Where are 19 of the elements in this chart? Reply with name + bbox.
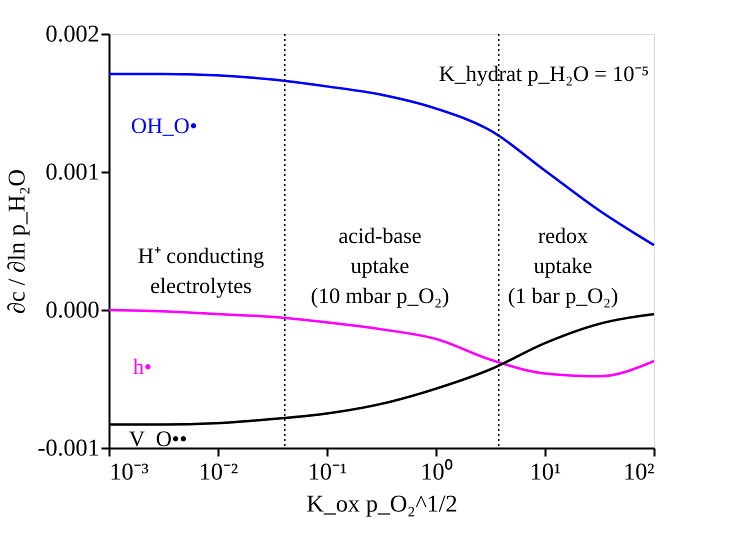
line-series <box>108 308 656 378</box>
x-axis-title: K_ox p_O₂^1/2 <box>306 492 458 518</box>
series-label: OH_O• <box>131 113 198 138</box>
x-tick-label: 10⁻³ <box>110 460 149 486</box>
x-tick-label: 10⁰ <box>420 458 452 486</box>
y-tick-label: 0.000 <box>46 298 100 324</box>
annotation: H⁺ conducting electrolytes <box>138 243 264 298</box>
y-tick-label: -0.001 <box>38 436 100 462</box>
y-tick-label: 0.002 <box>46 22 100 48</box>
x-tick-label: 10⁻² <box>198 460 238 486</box>
x-tick-label: 10¹ <box>530 460 562 486</box>
y-tick-label: 0.001 <box>46 160 100 186</box>
series-label: h• <box>133 354 152 379</box>
annotation: redox uptake (1 bar p_O₂) <box>508 223 618 308</box>
x-tick-label: 10² <box>623 460 654 486</box>
x-tick-label: 10⁻¹ <box>308 460 348 486</box>
annotation: acid-base uptake (10 mbar p_O₂) <box>310 223 450 308</box>
annotation: K_hydrat p_H₂O = 10⁻⁵ <box>438 61 649 86</box>
y-axis-title: ∂c / ∂ln p_H₂O <box>4 169 31 314</box>
